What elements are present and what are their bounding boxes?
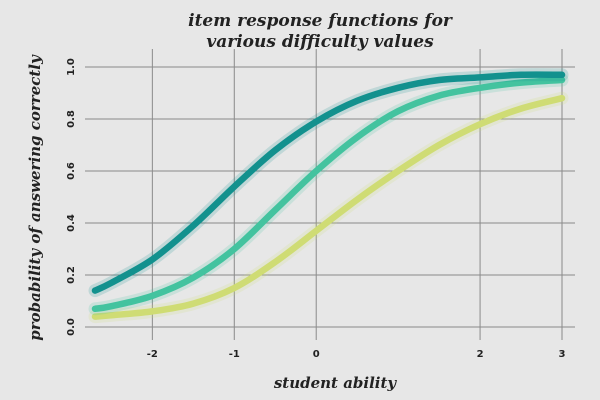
series-line-halo-1 xyxy=(88,68,569,298)
x-axis-label: student ability xyxy=(274,374,398,392)
series-line-2 xyxy=(91,76,566,313)
y-axis-label: probability of answering correctly xyxy=(26,54,44,341)
x-tick-label: -1 xyxy=(229,349,240,360)
series-line-1 xyxy=(91,71,566,294)
y-tick-label: 0.6 xyxy=(66,162,77,180)
series-line-3 xyxy=(91,94,566,320)
tick-labels: -2 -1 0 2 3 0.0 0.2 0.4 0.6 0.8 1.0 xyxy=(66,58,566,360)
x-tick-label: -2 xyxy=(147,349,158,360)
series-line-halo-3 xyxy=(88,91,569,324)
y-tick-label: 0.2 xyxy=(66,266,77,284)
y-tick-label: 0.8 xyxy=(66,110,77,128)
x-tick-label: 3 xyxy=(559,349,566,360)
y-tick-label: 0.4 xyxy=(66,214,77,232)
chart-title-line-2: various difficulty values xyxy=(206,32,434,52)
y-tick-label: 0.0 xyxy=(66,318,77,336)
x-tick-label: 0 xyxy=(313,349,320,360)
y-tick-label: 1.0 xyxy=(66,58,77,76)
series-layer xyxy=(88,68,569,324)
x-tick-label: 2 xyxy=(477,349,484,360)
chart-title-line-1: item response functions for xyxy=(188,11,453,31)
